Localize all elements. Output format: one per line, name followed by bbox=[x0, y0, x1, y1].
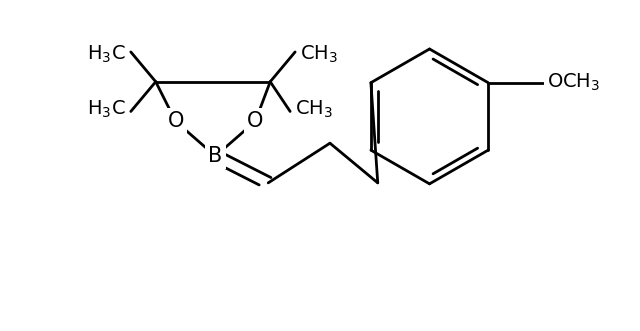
Text: H$_3$C: H$_3$C bbox=[87, 99, 126, 120]
Text: CH$_3$: CH$_3$ bbox=[300, 43, 338, 65]
Text: CH$_3$: CH$_3$ bbox=[295, 99, 333, 120]
Text: B: B bbox=[209, 146, 223, 166]
Text: O: O bbox=[247, 111, 264, 131]
Text: H$_3$C: H$_3$C bbox=[87, 43, 126, 65]
Text: OCH$_3$: OCH$_3$ bbox=[547, 72, 600, 93]
Text: O: O bbox=[168, 111, 184, 131]
